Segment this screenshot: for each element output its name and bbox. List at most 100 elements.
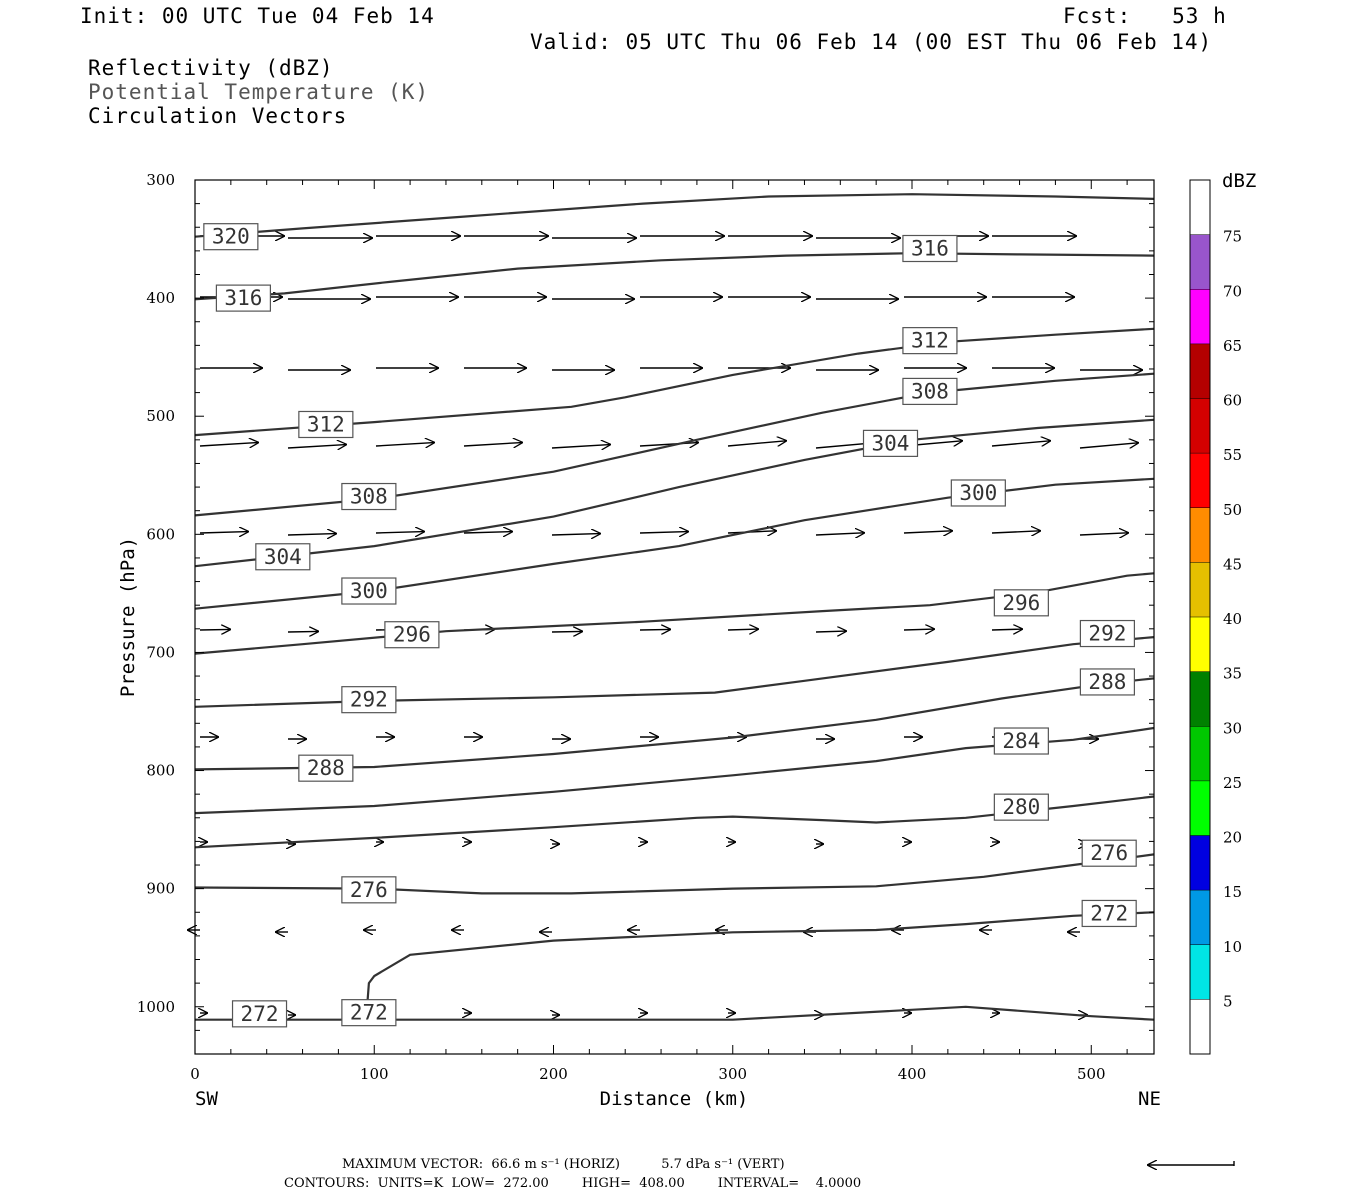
circulation-vector [287,631,318,632]
contour-label: 276 [350,878,388,902]
contour-label: 304 [872,431,910,455]
circulation-vector [727,441,786,447]
max-vector-info: MAXIMUM VECTOR: 66.6 m s⁻¹ (HORIZ) 5.7 d… [342,1157,785,1172]
circulation-vector [375,532,424,533]
valid-time: Valid: 05 UTC Thu 06 Feb 14 (00 EST Thu … [530,30,1213,54]
theta-contours: 320 3163163123123083083043043003002962962… [194,193,1155,1028]
contour-info: CONTOURS: UNITS=K LOW= 272.00 HIGH= 408.… [284,1176,862,1191]
y-tick-label: 500 [146,407,175,425]
colorbar-swatch [1190,671,1210,727]
colorbar-label: 35 [1223,665,1242,683]
circulation-vector [639,629,670,630]
circulation-vector [199,629,230,630]
contour-label-box [215,284,271,312]
colorbar-label: 25 [1223,774,1242,792]
circulation-vector [991,629,1022,630]
contour-276 [194,853,1155,895]
colorbar-swatch [1190,780,1210,836]
circulation-vector [903,531,952,533]
field-reflectivity: Reflectivity (dBZ) [88,56,334,80]
contour-label-box [341,999,397,1027]
colorbar-label: 65 [1223,337,1242,355]
circulation-vector [551,631,582,632]
colorbar: 5 10 15 20 25 30 35 40 45 50 55 60 65 70 75 [1189,179,1242,1055]
contour-label-box [231,1000,288,1028]
colorbar-label: 20 [1223,829,1242,847]
circulation-vector [463,532,512,533]
colorbar-label: 5 [1223,992,1233,1010]
contour-label: 308 [350,485,388,509]
contour-label: 288 [1088,670,1126,694]
colorbar-swatch [1190,398,1210,454]
circulation-vector [463,443,522,446]
colorbar-swatch [1190,890,1210,945]
x-tick-label: 200 [539,1065,568,1083]
contour-272 [366,911,1155,1007]
colorbar-swatch [1190,617,1210,672]
colorbar-label: 70 [1223,282,1242,300]
contour-label: 284 [1002,729,1040,753]
x-axis-label: Distance (km) [600,1088,749,1110]
reference-vector [1148,1161,1235,1166]
y-tick-label: 900 [146,880,175,898]
y-tick-label: 400 [146,289,175,307]
contour-320 [194,193,1155,238]
contour-label: 316 [911,237,949,261]
circulation-vector [287,534,336,535]
colorbar-swatch [1190,944,1210,1000]
plot-frame [194,179,1155,1055]
contour-label: 304 [264,545,302,569]
contour-312 [194,327,1155,437]
circulation-vector [375,443,434,446]
contour-label-box [1081,899,1137,928]
field-circulation-vectors: Circulation Vectors [88,104,348,128]
contour-label-box [341,876,397,904]
colorbar-label: 75 [1223,228,1242,246]
colorbar-label: 15 [1223,883,1242,901]
circulation-vector [639,532,688,533]
contour-label-box [341,482,397,511]
circulation-vector [815,631,846,632]
contour-292 [194,636,1155,708]
colorbar-title: dBZ [1222,170,1256,192]
contour-label: 308 [911,379,949,403]
contour-label-box [993,727,1049,755]
colorbar-swatch [1190,453,1210,508]
contour-label-box [902,234,958,263]
init-time: Init: 00 UTC Tue 04 Feb 14 [80,4,435,28]
circulation-vector [287,445,346,448]
colorbar-label: 30 [1223,719,1242,737]
field-potential-temperature: Potential Temperature (K) [88,80,430,104]
contour-label: 316 [224,286,262,310]
x-tick-label: 300 [718,1065,747,1083]
contour-label: 272 [241,1002,279,1026]
contour-label-box [993,793,1049,821]
circulation-vector [551,445,610,448]
circulation-vector [815,533,864,535]
colorbar-label: 60 [1223,392,1242,410]
contour-284 [194,726,1155,815]
contour-316 [194,252,1155,301]
x-tick-label: 0 [190,1065,200,1083]
contour-label: 312 [911,329,949,353]
contour-label: 296 [393,623,431,647]
colorbar-swatch [1190,180,1210,235]
colorbar-swatch [1190,562,1210,617]
contour-label-box [1079,668,1135,696]
circulation-vectors [188,236,1142,1015]
circulation-vector [903,629,934,630]
contour-304 [194,418,1155,568]
contour-label-box [341,686,397,714]
colorbar-label: 40 [1223,610,1242,628]
contour-label: 300 [350,579,388,603]
colorbar-label: 45 [1223,555,1242,573]
circulation-vector [991,531,1040,533]
colorbar-label: 55 [1223,446,1242,464]
contour-label: 296 [1002,591,1040,615]
contour-308 [194,372,1155,517]
contour-label: 292 [350,688,388,712]
axis-ticks: 300 400 500 600 700 800 900 1000 0 100 200 300 400 50… [137,171,1154,1083]
contour-label-box [1081,839,1137,867]
x-tick-label: 400 [898,1065,927,1083]
